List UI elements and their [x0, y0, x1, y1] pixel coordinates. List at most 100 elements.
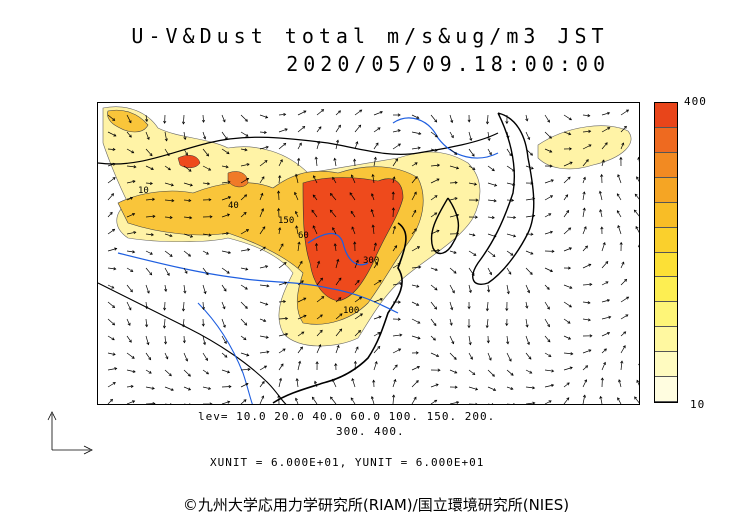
wind-vector-head — [128, 307, 132, 311]
wind-vector-head — [617, 397, 620, 401]
wind-vector-head — [336, 139, 340, 143]
wind-vector — [221, 131, 228, 140]
wind-vector — [316, 126, 322, 133]
wind-vector-head — [314, 156, 318, 160]
wind-vector-head — [379, 297, 383, 302]
wind-vector-head — [436, 354, 440, 358]
wind-vector-head — [417, 320, 421, 324]
wind-vector-head — [129, 289, 133, 293]
wind-vector-head — [493, 387, 497, 391]
wind-vector-head — [132, 400, 136, 404]
wind-vector — [145, 318, 148, 327]
wind-vector — [330, 209, 337, 218]
wind-vector-head — [129, 196, 134, 200]
wind-vector — [600, 396, 603, 404]
wind-vector-head — [162, 325, 166, 329]
wind-vector — [392, 207, 394, 218]
wind-vector-head — [372, 379, 376, 383]
wind-vector-head — [128, 339, 132, 343]
wind-vector — [354, 330, 361, 337]
wind-vector — [601, 299, 610, 303]
wind-vector-head — [547, 339, 551, 343]
wind-vector-head — [434, 212, 438, 216]
wind-vector-head — [510, 386, 514, 390]
wind-vector-head — [513, 403, 515, 404]
wind-vector-head — [246, 163, 250, 167]
wind-vector-head — [622, 345, 626, 349]
wind-vector — [525, 352, 532, 360]
wind-vector-head — [392, 176, 396, 180]
wind-vector-head — [603, 348, 607, 352]
wind-vector-head — [262, 226, 266, 230]
wind-vector-head — [413, 396, 417, 400]
wind-vector — [335, 277, 342, 286]
color-scale-min-label: 10 — [690, 398, 706, 411]
wind-vector-head — [314, 380, 318, 384]
wind-vector-head — [568, 266, 572, 270]
wind-vector — [392, 348, 401, 354]
wind-vector — [563, 284, 573, 289]
wind-vector-head — [298, 360, 302, 364]
wind-vector — [525, 114, 528, 121]
wind-vector — [126, 400, 135, 404]
wind-vector — [430, 250, 440, 252]
wind-vector — [411, 318, 421, 324]
wind-vector-head — [128, 120, 132, 124]
wind-vector-head — [527, 136, 531, 141]
wind-vector-head — [164, 341, 168, 345]
wind-vector-field — [107, 109, 639, 404]
wind-vector — [544, 213, 551, 218]
wind-vector-head — [395, 158, 398, 162]
wind-vector — [620, 361, 623, 371]
wind-vector — [430, 178, 440, 184]
wind-vector — [582, 208, 585, 218]
wind-vector-head — [565, 194, 569, 198]
wind-vector-head — [132, 213, 136, 216]
wind-vector — [601, 332, 610, 337]
wind-vector — [145, 386, 155, 389]
wind-vector-head — [112, 162, 116, 166]
wind-vector — [582, 130, 591, 133]
wind-vector — [259, 301, 268, 306]
color-scale-cell — [655, 252, 677, 278]
wind-vector-head — [510, 252, 514, 256]
wind-vector — [563, 382, 570, 388]
wind-vector — [183, 335, 185, 343]
wind-vector — [335, 259, 339, 269]
wind-vector-head — [588, 263, 592, 267]
wind-vector — [620, 314, 629, 320]
wind-vector — [107, 177, 116, 184]
wind-vector-head — [511, 198, 515, 202]
wind-vector-head — [488, 152, 492, 156]
wind-vector-head — [279, 159, 283, 163]
wind-vector — [335, 125, 341, 133]
river-north — [392, 117, 499, 159]
wind-vector — [411, 147, 421, 150]
wind-vector-head — [450, 307, 454, 311]
wind-vector — [259, 193, 263, 201]
wind-vector — [449, 131, 454, 138]
wind-vector-head — [546, 286, 550, 290]
wind-vector — [221, 232, 229, 235]
wind-vector-head — [244, 118, 248, 122]
wind-vector — [468, 148, 475, 157]
wind-vector — [620, 345, 626, 354]
wind-vector — [126, 180, 136, 184]
wind-vector — [221, 386, 232, 388]
wind-vector — [449, 301, 453, 310]
wind-vector-head — [167, 167, 171, 171]
wind-vector-head — [600, 173, 604, 177]
wind-vector-head — [587, 318, 591, 322]
wind-vector — [544, 335, 551, 343]
wind-vector-head — [263, 130, 267, 135]
wind-vector-head — [264, 160, 268, 163]
wind-vector — [449, 148, 457, 155]
wind-vector — [182, 318, 185, 327]
wind-vector-head — [637, 244, 639, 248]
wind-vector-head — [582, 191, 586, 195]
wind-vector — [202, 182, 210, 185]
wind-vector-head — [284, 128, 288, 132]
wind-vector-head — [391, 207, 395, 211]
wind-vector — [506, 233, 516, 237]
wind-vector — [487, 250, 496, 257]
